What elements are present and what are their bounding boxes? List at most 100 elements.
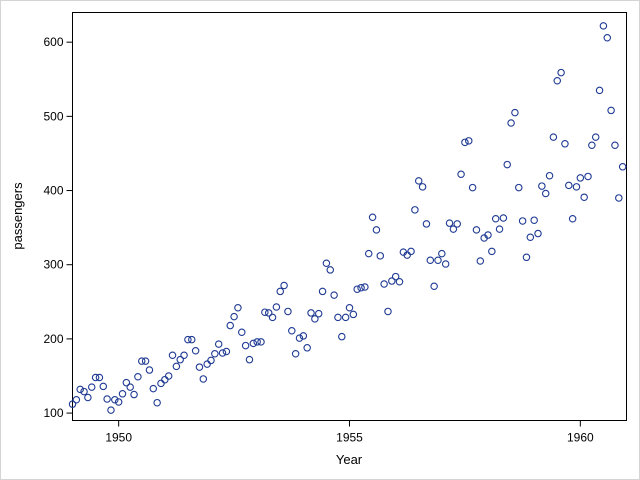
data-point — [572, 183, 581, 191]
x-axis-label: Year — [336, 452, 363, 467]
data-point — [284, 307, 292, 316]
data-point — [522, 253, 531, 262]
data-point — [557, 68, 565, 77]
data-point — [584, 172, 592, 181]
data-point — [280, 281, 288, 290]
data-point — [249, 339, 258, 348]
data-point — [291, 349, 300, 358]
data-point — [157, 379, 165, 388]
x-tick-label: 1955 — [336, 431, 363, 445]
data-point — [515, 183, 523, 192]
data-point — [526, 233, 535, 242]
data-point — [461, 138, 469, 147]
data-point — [372, 226, 381, 234]
y-tick-label: 200 — [43, 332, 63, 346]
data-point — [145, 366, 154, 374]
data-point — [161, 375, 169, 384]
data-point — [299, 332, 308, 340]
data-point — [534, 229, 542, 238]
data-point — [172, 362, 181, 371]
data-point — [303, 344, 311, 352]
data-point — [430, 282, 438, 290]
data-point — [230, 312, 238, 321]
data-point — [414, 177, 423, 185]
data-point — [530, 216, 538, 224]
data-point — [549, 133, 558, 141]
data-point — [118, 390, 127, 398]
y-tick-label: 100 — [43, 406, 63, 420]
data-point — [499, 214, 508, 222]
data-point — [507, 119, 515, 127]
data-point — [214, 340, 223, 348]
data-point — [91, 373, 100, 382]
data-point — [211, 349, 219, 358]
data-point — [199, 375, 208, 383]
data-point — [218, 349, 227, 357]
data-point — [603, 33, 612, 42]
data-point — [253, 338, 261, 346]
data-point — [311, 315, 319, 323]
data-point — [615, 194, 623, 202]
data-point — [149, 384, 158, 393]
data-point — [314, 309, 323, 318]
data-point — [226, 321, 234, 330]
data-point — [318, 287, 327, 296]
data-point — [403, 251, 411, 259]
data-point — [468, 183, 477, 192]
data-point — [488, 247, 496, 256]
data-point — [234, 303, 242, 312]
data-point — [449, 225, 458, 233]
data-point — [364, 249, 373, 258]
data-point — [295, 334, 304, 342]
data-point — [595, 86, 604, 95]
data-point — [126, 383, 134, 391]
x-tick-label: 1960 — [567, 431, 594, 445]
data-point — [361, 283, 369, 291]
data-point — [122, 378, 131, 387]
data-point — [137, 357, 146, 365]
y-tick-label: 300 — [43, 258, 63, 272]
data-point — [188, 335, 196, 344]
data-point — [434, 256, 442, 265]
data-point — [334, 313, 342, 322]
y-tick-label: 600 — [43, 35, 63, 49]
data-point — [588, 141, 596, 150]
data-point — [345, 303, 354, 312]
data-point — [545, 171, 554, 180]
data-point — [388, 277, 396, 285]
data-point — [245, 355, 254, 364]
data-point — [76, 385, 84, 394]
data-point — [591, 133, 600, 141]
data-point — [518, 217, 527, 225]
data-point — [141, 357, 150, 365]
data-point — [288, 326, 296, 335]
data-point — [476, 257, 485, 265]
data-point — [264, 309, 273, 317]
data-point — [84, 393, 92, 402]
data-point — [326, 266, 335, 274]
data-point — [495, 225, 504, 233]
data-point — [184, 335, 192, 344]
data-point — [68, 400, 77, 408]
data-point — [114, 398, 123, 406]
data-point — [411, 206, 419, 214]
data-point — [164, 372, 173, 380]
data-point — [472, 226, 481, 234]
data-point — [503, 160, 511, 169]
axes: 1950 1955 1960 100 200 300 400 500 600 — [43, 35, 594, 444]
data-point — [99, 382, 108, 391]
data-point — [130, 390, 138, 399]
data-points — [68, 22, 627, 414]
data-point — [322, 259, 331, 267]
data-point — [191, 347, 200, 355]
data-point — [238, 328, 246, 336]
data-point — [111, 395, 119, 404]
data-point — [341, 313, 350, 322]
data-point — [276, 287, 284, 296]
data-point — [153, 398, 161, 407]
data-point — [107, 406, 115, 414]
data-point — [307, 309, 315, 317]
data-point — [103, 395, 111, 403]
data-point — [353, 285, 361, 293]
data-point — [241, 341, 250, 350]
